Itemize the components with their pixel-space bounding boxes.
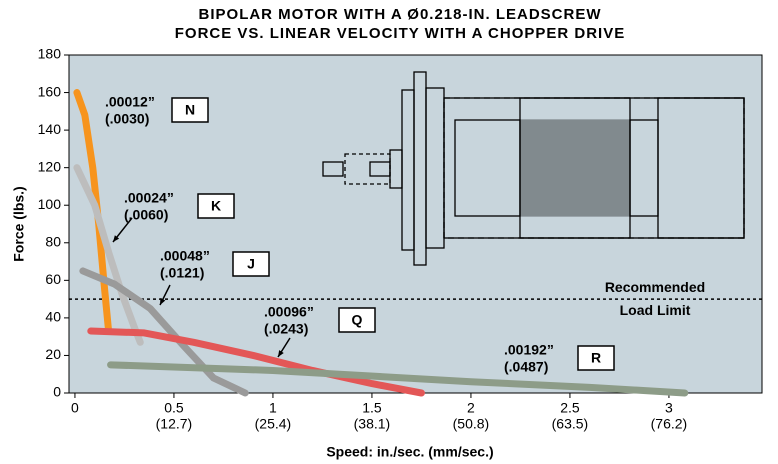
y-tick-label: 40 (45, 309, 61, 325)
curve-label: (.0487) (504, 359, 548, 375)
series-line (107, 361, 689, 397)
y-tick-label: 100 (38, 196, 62, 212)
x-tick-label: 3 (665, 400, 673, 416)
legend-label: R (591, 350, 601, 366)
y-tick-label: 0 (53, 384, 61, 400)
motor-drawing (322, 71, 745, 266)
x-tick-label: 0 (71, 400, 79, 416)
legend-box (338, 307, 376, 333)
curve-label: (.0121) (160, 265, 204, 281)
reference-label: Load Limit (620, 302, 691, 318)
legend-box (232, 251, 270, 277)
y-tick-label: 140 (38, 121, 62, 137)
legend-label: J (247, 256, 255, 272)
x-tick-label: (50.8) (453, 416, 490, 432)
y-tick-label: 80 (45, 233, 61, 249)
x-tick-label: 1 (269, 400, 277, 416)
curve-label: (.0060) (124, 207, 168, 223)
y-axis-label: Force (lbs.) (11, 186, 27, 261)
x-axis-label: Speed: in./sec. (mm/sec.) (326, 444, 493, 460)
series-line (73, 89, 113, 335)
x-tick-label: (25.4) (255, 416, 292, 432)
curve-label: .00012” (105, 94, 155, 110)
series-line (79, 267, 249, 397)
curve-label: .00192” (504, 342, 554, 358)
x-tick-label: (76.2) (651, 416, 688, 432)
legend-box (171, 97, 209, 123)
chart-title: BIPOLAR MOTOR WITH A Ø0.218-IN. LEADSCRE… (199, 6, 602, 23)
legend-label: Q (352, 312, 363, 328)
x-tick-label: (63.5) (552, 416, 589, 432)
curve-label: (.0030) (105, 111, 149, 127)
x-tick-label: 2.5 (560, 400, 580, 416)
y-tick-label: 120 (38, 158, 62, 174)
x-tick-label: (38.1) (354, 416, 391, 432)
curve-label: (.0243) (264, 321, 308, 337)
x-tick-label: 0.5 (164, 400, 184, 416)
y-tick-label: 60 (45, 271, 61, 287)
legend-label: K (211, 198, 221, 214)
y-tick-label: 160 (38, 83, 62, 99)
x-tick-label: 1.5 (362, 400, 382, 416)
curve-label: .00048” (160, 248, 210, 264)
series-line (87, 327, 425, 397)
arrow-head (278, 350, 284, 357)
y-tick-label: 20 (45, 346, 61, 362)
arrow-head (113, 235, 120, 242)
legend-box (197, 193, 235, 219)
reference-label: Recommended (605, 279, 705, 295)
chart-title: FORCE VS. LINEAR VELOCITY WITH A CHOPPER… (175, 25, 625, 42)
legend-label: N (185, 102, 195, 118)
arrow-head (160, 298, 166, 305)
y-tick-label: 180 (38, 46, 62, 62)
legend-box (577, 345, 615, 371)
curve-label: .00096” (264, 304, 314, 320)
curve-label: .00024” (124, 190, 174, 206)
x-tick-label: (12.7) (156, 416, 193, 432)
x-tick-label: 2 (467, 400, 475, 416)
